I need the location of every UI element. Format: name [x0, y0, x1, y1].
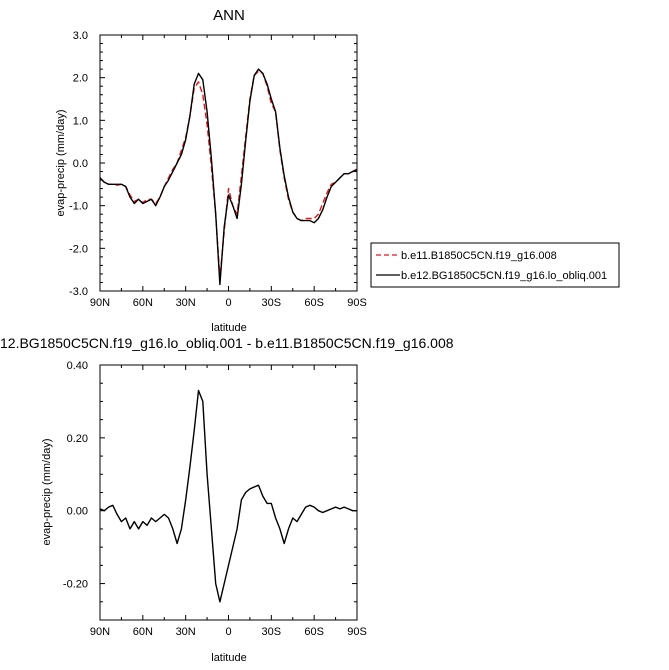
- bottom-chart: 12.BG1850C5CN.f19_g16.lo_obliq.001 - b.e…: [0, 335, 454, 664]
- bottom-x-tick-label: 60S: [304, 626, 324, 638]
- bottom-y-tick-label: 0.40: [67, 360, 88, 372]
- top-y-tick-label: -1.0: [69, 201, 88, 213]
- bottom-chart-ylabel: evap-precip (mm/day): [41, 439, 53, 546]
- legend-label-series-2: b.e12.BG1850C5CN.f19_g16.lo_obliq.001: [401, 270, 607, 282]
- bottom-y-tick-label: 0.00: [67, 506, 88, 518]
- legend: b.e11.B1850C5CN.f19_g16.008 b.e12.BG1850…: [370, 242, 620, 288]
- top-x-tick-label: 60N: [133, 297, 153, 309]
- top-y-tick-label: -2.0: [69, 243, 88, 255]
- top-plot-area: 90N 60N 30N 0 30S 60S 90S -3.0 -2.0 -1.0 0.0 1.0 2.0…: [69, 30, 367, 309]
- bottom-x-tick-label: 90S: [347, 626, 367, 638]
- bottom-plot-frame: [99, 364, 358, 621]
- bottom-plot-area: 90N 60N 30N 0 30S 60S 90S -0.20 0.00 0.20 0.40: [63, 360, 367, 638]
- top-y-tick-label: 3.0: [73, 30, 88, 42]
- top-y-tick-label: 2.0: [73, 73, 88, 85]
- legend-box: [370, 242, 620, 288]
- top-series-line-2: [99, 68, 358, 286]
- bottom-chart-title: 12.BG1850C5CN.f19_g16.lo_obliq.001 - b.e…: [0, 335, 454, 351]
- top-y-tick-label: -3.0: [69, 286, 88, 298]
- bottom-x-tick-label: 0: [225, 626, 231, 638]
- top-x-tick-label: 90N: [90, 297, 110, 309]
- bottom-series-line-1: [99, 389, 357, 603]
- top-x-tick-label: 30S: [262, 297, 282, 309]
- top-chart-title: ANN: [213, 7, 245, 24]
- top-x-tick-label: 0: [225, 297, 231, 309]
- bottom-x-tick-label: 90N: [90, 626, 110, 638]
- bottom-x-tick-label: 30S: [262, 626, 282, 638]
- bottom-y-tick-label: -0.20: [63, 579, 88, 591]
- top-x-tick-label: 60S: [304, 297, 324, 309]
- top-chart-xlabel: latitude: [211, 322, 246, 334]
- top-series-line-1: [99, 70, 358, 279]
- top-chart-ylabel: evap-precip (mm/day): [55, 110, 67, 217]
- bottom-x-tick-label: 60N: [133, 626, 153, 638]
- bottom-y-tick-label: 0.20: [67, 433, 88, 445]
- top-plot-frame: [99, 34, 358, 292]
- legend-label-series-1: b.e11.B1850C5CN.f19_g16.008: [401, 250, 557, 262]
- top-y-tick-label: 1.0: [73, 115, 88, 127]
- top-chart: ANN evap-precip (mm/day) latitude 90N 60N…: [55, 7, 367, 334]
- bottom-chart-xlabel: latitude: [211, 652, 246, 664]
- top-x-tick-label: 30N: [176, 297, 196, 309]
- top-x-tick-label: 90S: [347, 297, 367, 309]
- bottom-x-tick-label: 30N: [176, 626, 196, 638]
- top-y-tick-label: 0.0: [73, 158, 88, 170]
